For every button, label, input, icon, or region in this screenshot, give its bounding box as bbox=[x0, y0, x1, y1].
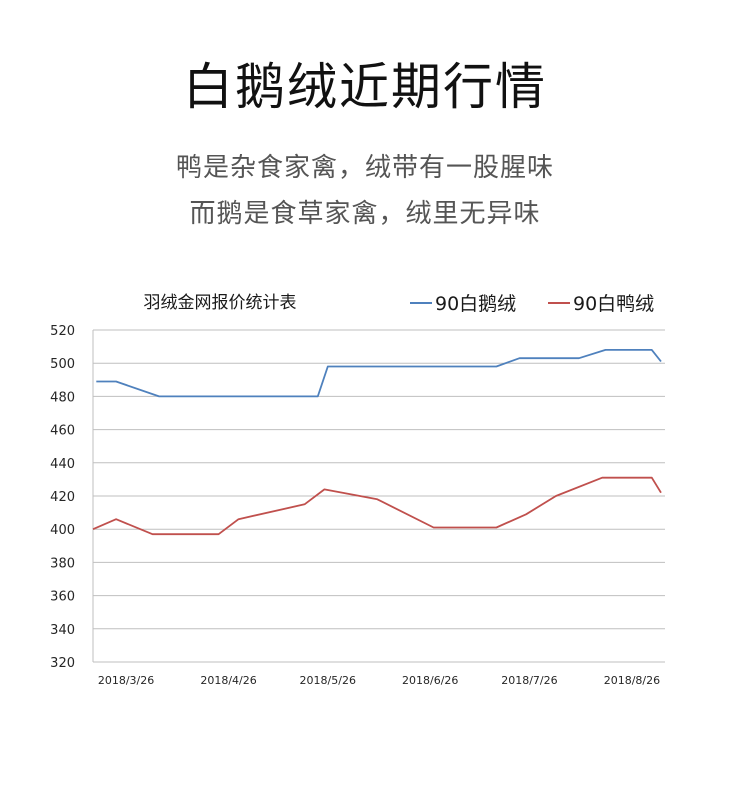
y-tick-label: 500 bbox=[50, 357, 75, 372]
y-tick-label: 340 bbox=[50, 623, 75, 638]
y-tick-label: 460 bbox=[50, 424, 75, 439]
page-title: 白鹅绒近期行情 bbox=[183, 58, 547, 116]
subtitle-line-1: 鸭是杂食家禽，绒带有一股腥味 bbox=[175, 153, 554, 183]
y-tick-label: 480 bbox=[50, 390, 75, 405]
y-axis: 320 340 360 380 400 420 440 460 480 500 520 bbox=[50, 324, 75, 671]
y-tick-label: 420 bbox=[50, 490, 75, 505]
y-tick-label: 440 bbox=[50, 457, 75, 472]
x-tick-label: 2018/3/26 bbox=[98, 674, 154, 687]
chart-legend: 90白鹅绒 90白鸭绒 bbox=[410, 293, 654, 315]
subtitle-line-2: 而鹅是食草家禽，绒里无异味 bbox=[189, 199, 541, 229]
x-tick-label: 2018/7/26 bbox=[501, 674, 557, 687]
line-chart-svg: 羽绒金网报价统计表 90白鹅绒 90白鸭绒 320 340 360 380 400 420 4… bbox=[50, 293, 665, 687]
series-line-duck bbox=[92, 476, 662, 536]
y-tick-label: 520 bbox=[50, 324, 75, 339]
x-tick-label: 2018/6/26 bbox=[402, 674, 458, 687]
y-tick-label: 360 bbox=[50, 590, 75, 605]
x-tick-label: 2018/5/26 bbox=[300, 674, 356, 687]
x-tick-label: 2018/8/26 bbox=[604, 674, 660, 687]
series-line-goose bbox=[96, 349, 662, 398]
y-tick-label: 380 bbox=[50, 556, 75, 571]
price-chart: 羽绒金网报价统计表 90白鹅绒 90白鸭绒 320 340 360 380 400 420 4… bbox=[0, 270, 730, 710]
chart-title: 羽绒金网报价统计表 bbox=[144, 293, 297, 313]
y-tick-label: 320 bbox=[50, 656, 75, 671]
chart-grid bbox=[92, 329, 665, 663]
x-axis: 2018/3/26 2018/4/26 2018/5/26 2018/6/26 2018… bbox=[98, 674, 660, 687]
x-tick-label: 2018/4/26 bbox=[200, 674, 256, 687]
y-tick-label: 400 bbox=[50, 523, 75, 538]
legend-label: 90白鸭绒 bbox=[573, 293, 654, 315]
chart-series bbox=[92, 349, 662, 536]
legend-label: 90白鹅绒 bbox=[435, 293, 516, 315]
